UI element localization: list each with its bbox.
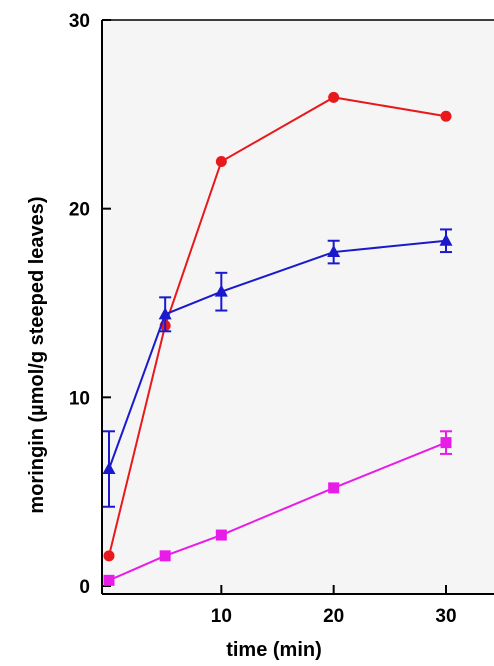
data-point bbox=[440, 110, 452, 122]
x-tick-label: 20 bbox=[323, 606, 344, 627]
data-point bbox=[215, 529, 227, 541]
data-point bbox=[158, 307, 172, 320]
data-point bbox=[214, 284, 228, 297]
data-point bbox=[439, 233, 453, 246]
y-tick-label: 10 bbox=[69, 388, 90, 409]
data-point bbox=[328, 482, 340, 494]
data-point bbox=[102, 462, 116, 475]
y-axis-label: moringin (µmol/g steeped leaves) bbox=[26, 196, 48, 513]
series-triangle bbox=[102, 228, 453, 508]
series-layer bbox=[102, 91, 453, 586]
axes bbox=[101, 19, 494, 595]
y-tick-label: 20 bbox=[69, 200, 90, 221]
plot-area bbox=[102, 20, 494, 594]
data-point bbox=[440, 437, 452, 449]
y-tick-label: 0 bbox=[79, 577, 90, 598]
x-tick-label: 10 bbox=[211, 606, 232, 627]
y-tick-label: 30 bbox=[69, 11, 90, 32]
data-point bbox=[215, 156, 227, 167]
x-tick-label: 30 bbox=[435, 606, 456, 627]
data-point bbox=[103, 550, 115, 562]
tick-labels: 0 10 20 30 10 20 30 bbox=[69, 11, 457, 627]
data-point bbox=[328, 91, 340, 103]
x-axis-label: time (min) bbox=[226, 639, 322, 661]
data-point bbox=[103, 574, 115, 586]
data-point bbox=[327, 245, 341, 258]
data-point bbox=[159, 550, 171, 562]
series-square bbox=[103, 430, 452, 586]
